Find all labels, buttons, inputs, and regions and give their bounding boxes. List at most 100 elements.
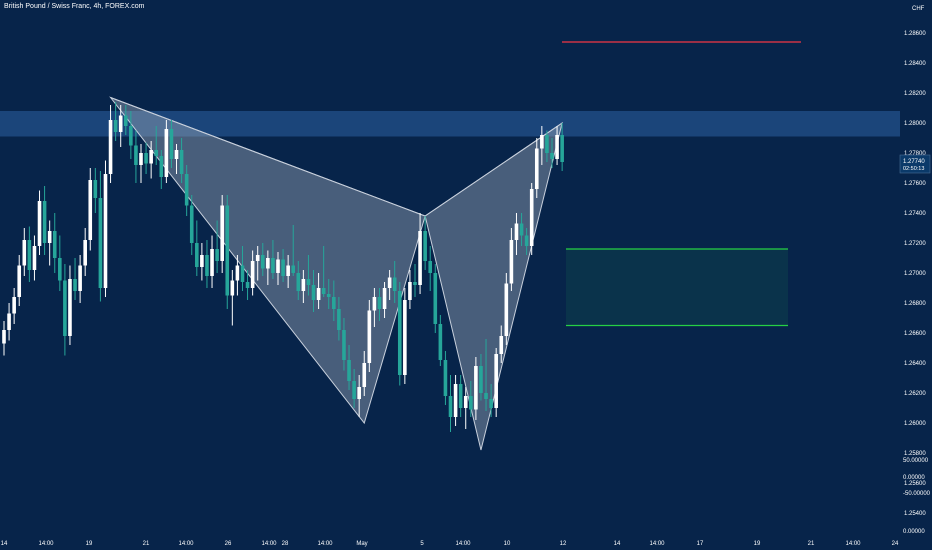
bar-countdown: 02:50:13 — [903, 166, 924, 172]
candle-body — [58, 258, 62, 281]
supply-zone — [0, 111, 900, 137]
candle-body — [63, 280, 67, 336]
price-tick-label: 1.28400 — [904, 61, 926, 67]
candle-body — [12, 297, 16, 314]
candle-body — [357, 387, 361, 399]
candle-body — [139, 153, 143, 165]
candle-body — [169, 129, 174, 159]
candle-body — [184, 174, 189, 206]
price-tick-label: 1.25600 — [904, 481, 926, 487]
candle-body — [27, 240, 32, 270]
candle-body — [514, 223, 519, 240]
candle-body — [129, 126, 133, 146]
candle-body — [428, 261, 433, 273]
candle-body — [93, 180, 98, 198]
time-tick-label: 19 — [754, 541, 761, 547]
candle-body — [113, 120, 118, 132]
candle-body — [382, 288, 387, 309]
candle-body — [311, 285, 316, 300]
price-tick-label: 1.27600 — [904, 181, 926, 187]
candle-body — [469, 396, 473, 410]
chart-title: British Pound / Swiss Franc, 4h, FOREX.c… — [4, 3, 145, 10]
candle-body — [32, 246, 37, 270]
candle-body — [519, 223, 524, 236]
candle-body — [134, 145, 138, 165]
candle-body — [504, 283, 509, 336]
candle-body — [2, 330, 6, 344]
price-tick-label: 1.25400 — [904, 511, 926, 517]
candle-body — [215, 249, 219, 261]
last-price-tag — [899, 154, 931, 174]
price-tick-label: 1.27800 — [904, 151, 926, 157]
candle-body — [443, 360, 448, 396]
candle-body — [286, 265, 290, 276]
candle-body — [123, 115, 128, 126]
candle-body — [266, 258, 270, 269]
candle-body — [423, 231, 427, 261]
candle-body — [540, 135, 544, 149]
candle-body — [118, 115, 123, 132]
time-tick-label: 12 — [560, 541, 567, 547]
indicator-tick-label: 0.00000 — [903, 529, 925, 535]
time-tick-label: 14:00 — [261, 541, 277, 547]
pattern-line-xb — [110, 97, 426, 217]
candle-body — [342, 330, 346, 360]
candle-body — [230, 280, 235, 296]
indicator-tick-label: -50.00000 — [903, 491, 931, 497]
candle-body — [387, 277, 392, 288]
candle-body — [555, 135, 559, 159]
candle-body — [195, 243, 199, 267]
candle-body — [68, 279, 72, 336]
candle-body — [78, 265, 82, 291]
candle-body — [144, 153, 148, 164]
candle-body — [225, 205, 230, 296]
time-tick-label: 17 — [697, 541, 704, 547]
indicator-tick-label: 0.00000 — [903, 475, 925, 481]
candle-body — [276, 259, 280, 273]
candle-body — [200, 255, 204, 267]
candle-body — [545, 135, 549, 153]
price-tick-label: 1.25800 — [904, 451, 926, 457]
candle-body — [154, 150, 159, 156]
candle-body — [367, 310, 372, 363]
candle-body — [397, 291, 402, 375]
time-tick-label: 24 — [892, 541, 899, 547]
candle-body — [271, 258, 275, 273]
candle-body — [408, 282, 412, 300]
candle-body — [484, 393, 488, 399]
candle-body — [149, 150, 153, 164]
target-zone — [566, 249, 788, 326]
price-tick-label: 1.26200 — [904, 391, 926, 397]
candle-body — [403, 300, 407, 375]
candle-body — [17, 265, 22, 297]
candle-body — [352, 381, 356, 399]
candle-body — [235, 265, 240, 281]
candle-body — [372, 297, 377, 311]
price-tick-label: 1.27400 — [904, 211, 926, 217]
candle-body — [332, 297, 336, 309]
candle-body — [433, 273, 438, 324]
price-tick-label: 1.28600 — [904, 31, 926, 37]
candle-body — [22, 240, 27, 266]
candle-body — [37, 201, 42, 246]
time-tick-label: 21 — [808, 541, 815, 547]
time-tick-label: 14:00 — [845, 541, 861, 547]
candle-body — [529, 189, 534, 246]
price-tick-label: 1.27000 — [904, 271, 926, 277]
candle-body — [326, 294, 331, 297]
candle-body — [418, 231, 422, 285]
candle-body — [474, 366, 478, 410]
candle-body — [7, 313, 11, 330]
candle-body — [281, 259, 285, 276]
currency-label: CHF — [912, 6, 925, 12]
candle-body — [255, 255, 260, 261]
candle-body — [524, 235, 529, 246]
candle-body — [73, 279, 77, 291]
candle-body — [560, 135, 564, 162]
pattern-line-bd — [424, 122, 563, 217]
candle-body — [88, 180, 93, 240]
candle-body — [550, 153, 554, 159]
candle-body — [377, 297, 382, 309]
candle-body — [83, 240, 87, 266]
